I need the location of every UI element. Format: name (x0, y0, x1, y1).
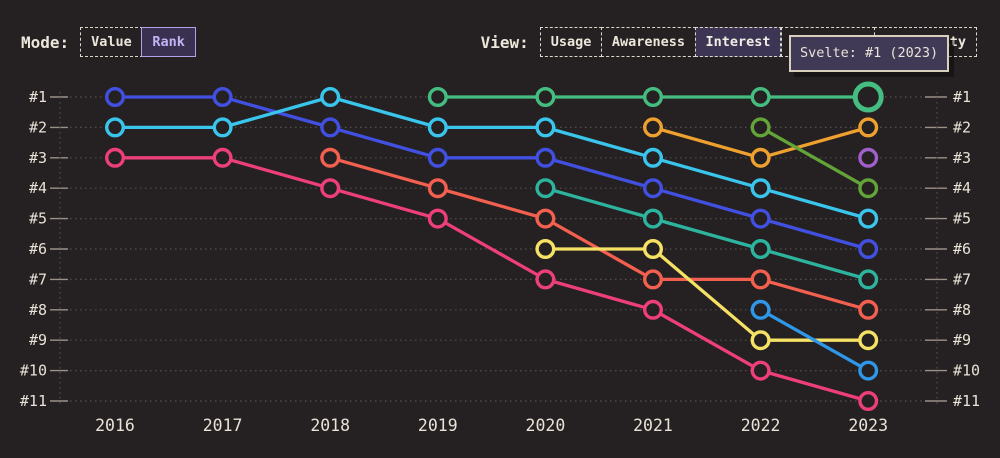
data-point-pink[interactable] (858, 391, 879, 412)
data-point-salmon[interactable] (427, 178, 448, 199)
data-point-cyan[interactable] (320, 86, 341, 107)
data-point-green[interactable] (427, 86, 448, 107)
series-line-salmon (328, 156, 870, 312)
data-point-cyan[interactable] (104, 117, 125, 138)
rank-label-left: #2 (29, 118, 47, 136)
rank-label-right: #9 (953, 331, 971, 349)
rank-label-right: #10 (953, 362, 980, 380)
data-point-cyan[interactable] (643, 147, 664, 168)
data-point-cyan[interactable] (535, 117, 556, 138)
data-point-salmon[interactable] (320, 147, 341, 168)
hovered-data-point-green[interactable] (852, 81, 884, 113)
data-point-pink[interactable] (212, 147, 233, 168)
data-point-salmon[interactable] (643, 269, 664, 290)
year-label: 2016 (95, 416, 135, 435)
data-point-indigo[interactable] (427, 147, 448, 168)
data-point-green[interactable] (535, 86, 556, 107)
year-label: 2022 (741, 416, 781, 435)
data-point-salmon[interactable] (535, 208, 556, 229)
rank-label-left: #6 (29, 240, 47, 258)
data-point-skyblue[interactable] (750, 299, 771, 320)
rank-label-right: #6 (953, 240, 971, 258)
data-point-yellow[interactable] (643, 238, 664, 259)
data-point-cyan[interactable] (858, 208, 879, 229)
rank-label-right: #4 (953, 179, 971, 197)
data-point-green[interactable] (750, 86, 771, 107)
data-point-olive[interactable] (858, 178, 879, 199)
data-point-green[interactable] (643, 86, 664, 107)
data-point-teal[interactable] (643, 208, 664, 229)
rank-label-left: #10 (20, 362, 47, 380)
data-point-cyan[interactable] (427, 117, 448, 138)
data-point-indigo[interactable] (104, 86, 125, 107)
data-point-teal[interactable] (858, 269, 879, 290)
rank-label-right: #5 (953, 210, 971, 228)
rank-label-right: #2 (953, 118, 971, 136)
data-point-indigo[interactable] (750, 208, 771, 229)
rank-label-right: #8 (953, 301, 971, 319)
data-point-teal[interactable] (535, 178, 556, 199)
data-point-orange[interactable] (643, 117, 664, 138)
rank-label-right: #11 (953, 392, 980, 410)
view-awareness-button[interactable]: Awareness (600, 27, 697, 58)
data-point-indigo[interactable] (535, 147, 556, 168)
view-usage-button[interactable]: Usage (539, 27, 603, 58)
data-point-cyan[interactable] (750, 178, 771, 199)
mode-rank-button[interactable]: Rank (141, 27, 196, 58)
data-point-salmon[interactable] (750, 269, 771, 290)
data-point-pink[interactable] (750, 360, 771, 381)
data-point-pink[interactable] (643, 299, 664, 320)
rank-label-right: #1 (953, 88, 971, 106)
data-point-orange[interactable] (858, 117, 879, 138)
mode-value-button[interactable]: Value (80, 27, 143, 58)
rank-label-left: #4 (29, 179, 47, 197)
year-label: 2020 (526, 416, 566, 435)
mode-label: Mode: (21, 32, 70, 52)
rank-label-left: #8 (29, 301, 47, 319)
data-point-pink[interactable] (535, 269, 556, 290)
year-label: 2021 (633, 416, 673, 435)
year-label: 2017 (203, 416, 243, 435)
data-point-yellow[interactable] (858, 330, 879, 351)
view-label: View: (480, 32, 529, 52)
series-line-teal (543, 186, 870, 282)
data-point-pink[interactable] (104, 147, 125, 168)
rank-label-left: #7 (29, 270, 47, 288)
data-point-skyblue[interactable] (858, 360, 879, 381)
data-point-olive[interactable] (750, 117, 771, 138)
rank-label-left: #3 (29, 149, 47, 167)
rank-label-left: #11 (20, 392, 47, 410)
data-point-yellow[interactable] (535, 238, 556, 259)
data-point-salmon[interactable] (858, 299, 879, 320)
mode-control: Mode: Value Rank (21, 27, 196, 58)
data-point-indigo[interactable] (643, 178, 664, 199)
series-line-cyan (113, 95, 870, 221)
data-point-indigo[interactable] (320, 117, 341, 138)
data-point-teal[interactable] (750, 238, 771, 259)
year-label: 2023 (848, 416, 888, 435)
tooltip: Svelte: #1 (2023) (789, 35, 950, 72)
data-point-cyan[interactable] (212, 117, 233, 138)
data-point-pink[interactable] (320, 178, 341, 199)
year-label: 2018 (310, 416, 350, 435)
rank-label-left: #9 (29, 331, 47, 349)
series-line-pink (113, 156, 870, 403)
rank-label-right: #3 (953, 149, 971, 167)
rank-label-left: #1 (29, 88, 47, 106)
data-point-yellow[interactable] (750, 330, 771, 351)
series-line-skyblue (758, 308, 870, 373)
data-point-purple[interactable] (858, 147, 879, 168)
view-interest-button[interactable]: Interest (694, 27, 782, 58)
year-label: 2019 (418, 416, 458, 435)
data-point-indigo[interactable] (212, 86, 233, 107)
rank-label-left: #5 (29, 210, 47, 228)
rank-label-right: #7 (953, 270, 971, 288)
data-point-orange[interactable] (750, 147, 771, 168)
data-point-indigo[interactable] (858, 238, 879, 259)
series-line-olive (758, 125, 870, 190)
data-point-pink[interactable] (427, 208, 448, 229)
series-line-indigo (113, 95, 870, 251)
